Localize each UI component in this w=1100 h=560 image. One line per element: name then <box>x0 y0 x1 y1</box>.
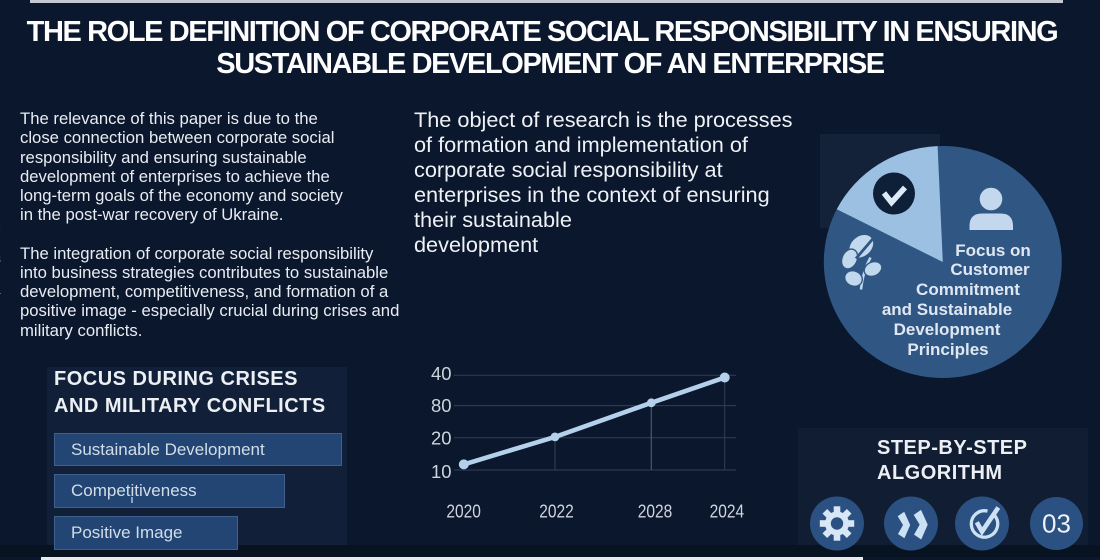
svg-text:80: 80 <box>431 395 452 416</box>
svg-text:2020: 2020 <box>446 501 481 522</box>
svg-text:10: 10 <box>431 461 452 482</box>
svg-text:40: 40 <box>431 363 452 384</box>
svg-text:2022: 2022 <box>539 501 574 522</box>
svg-text:2024: 2024 <box>710 501 745 522</box>
svg-text:2028: 2028 <box>638 501 673 522</box>
svg-text:20: 20 <box>431 428 452 449</box>
svg-text:03: 03 <box>1042 509 1071 539</box>
